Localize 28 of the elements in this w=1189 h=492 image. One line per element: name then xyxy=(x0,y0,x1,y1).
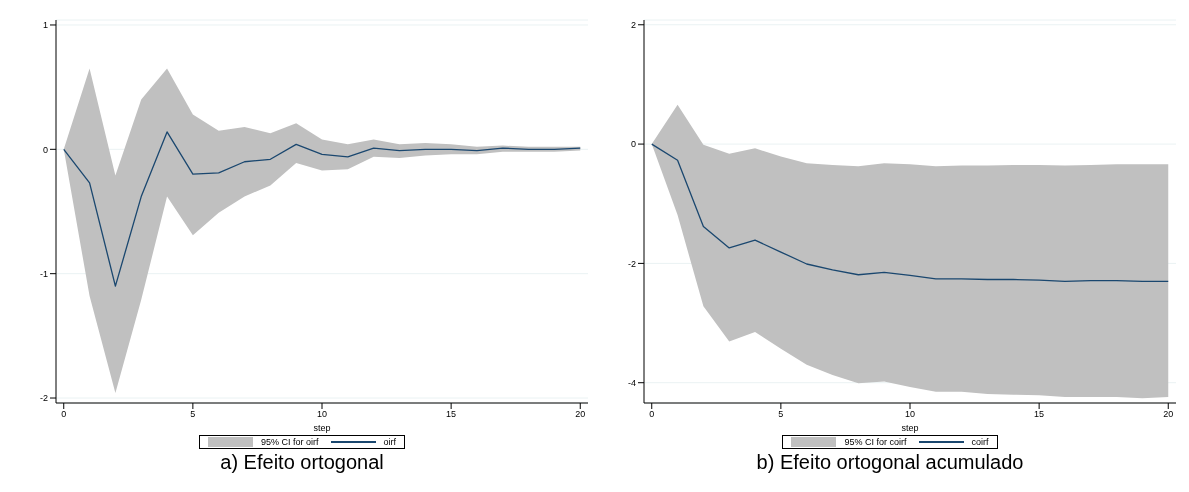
x-tick-label: 15 xyxy=(1034,409,1045,420)
text: 95% CI for coirf xyxy=(844,437,907,447)
line-series xyxy=(63,131,581,287)
x-tick-label: 5 xyxy=(778,409,784,420)
x-tick-label: 20 xyxy=(1163,409,1174,420)
x-tick-label: 10 xyxy=(316,409,328,420)
x-tick-label: 5 xyxy=(190,409,196,420)
y-tick-label: 1 xyxy=(42,20,48,31)
y-tick-label: -1 xyxy=(39,268,48,279)
x-axis-title: step xyxy=(901,423,919,433)
legend-label: coirf xyxy=(971,437,989,447)
legend-label: oirf xyxy=(383,437,397,447)
y-tick-label: -2 xyxy=(627,258,636,269)
x-axis-title: step xyxy=(313,423,331,433)
x-tick-label: 20 xyxy=(575,409,586,420)
y-tick-label: 0 xyxy=(630,139,636,150)
x-tick-label: 0 xyxy=(61,409,67,420)
y-tick-label: 0 xyxy=(42,144,48,155)
y-tick-label: 2 xyxy=(630,19,636,30)
y-tick-label: -4 xyxy=(627,377,636,388)
text: b) Efeito ortogonal acumulado xyxy=(755,451,1025,474)
text: a) Efeito ortogonal xyxy=(219,451,385,474)
x-tick-label: 10 xyxy=(904,409,916,420)
x-tick-label: 0 xyxy=(649,409,655,420)
y-tick-label: -2 xyxy=(39,393,48,404)
line-series xyxy=(651,143,1169,282)
x-tick-label: 15 xyxy=(446,409,457,420)
text: 95% CI for oirf xyxy=(260,437,319,447)
